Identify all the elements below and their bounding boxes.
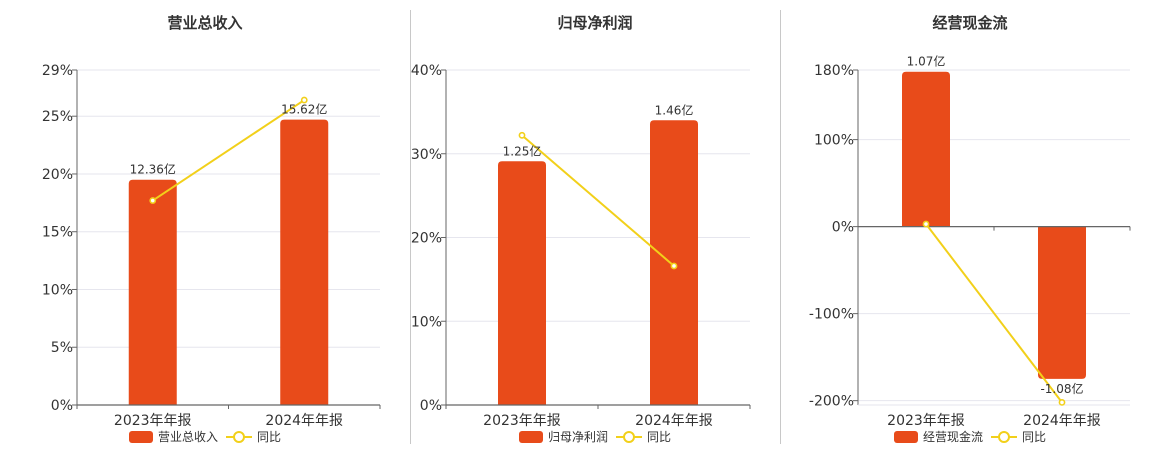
legend-bar-swatch [893,430,918,443]
line-series [152,99,305,202]
legend-bar-swatch [518,430,543,443]
chart-title: 归母净利润 [557,14,633,32]
x-tick-label: 2023年年报 [887,413,965,429]
chart-title: 营业总收入 [167,14,243,32]
line-series [925,223,1063,403]
legend-bar-swatch [128,430,153,443]
chart-svg-net-profit: 0% 10% 20% 30% 40% 2023年年报 2024年年报 1.25亿 1.46亿 [411,63,751,429]
line-point [149,197,157,204]
chart-panel-revenue: 营业总收入 0% 5% 10% 15% 20% 25% 29% 2023年年报 2024年年报 1… [0,0,410,450]
y-tick-label: 20% [42,167,73,183]
bar [280,119,329,405]
legend-item-bar[interactable]: 归母净利润 [518,428,608,445]
y-tick-label: 25% [42,109,73,125]
chart-svg-revenue: 0% 5% 10% 15% 20% 25% 29% 2023年年报 2024年年报 12.36亿 1… [42,63,381,429]
panel-divider [780,10,781,444]
bar-data-label: 1.25亿 [503,143,542,158]
y-tick-label: 40% [411,63,442,79]
bar [902,71,950,227]
line-point [922,220,930,228]
y-tick-label: 30% [411,147,442,163]
y-tick-label: -100% [809,307,854,323]
legend-label: 经营现金流 [922,430,983,444]
line-point [670,262,678,270]
legend-label: 同比 [257,430,282,444]
bar-data-label: 12.36亿 [130,162,176,177]
bar-data-label: 15.62亿 [281,102,327,117]
legend-label: 营业总收入 [157,430,218,444]
legend-item-line[interactable]: 同比 [991,428,1046,445]
y-tick-label: 29% [42,63,73,79]
chart-legend: 归母净利润 同比 [410,428,780,445]
line-point [300,96,308,104]
y-tick-label: 10% [42,282,73,298]
legend-label: 同比 [647,430,672,444]
bar-data-label: -1.08亿 [1040,381,1083,396]
x-tick-label: 2024年年报 [265,413,343,429]
bar-data-label: 1.46亿 [655,102,694,117]
panel-divider [410,10,411,444]
y-tick-label: 0% [51,398,73,414]
legend-item-bar[interactable]: 营业总收入 [128,428,218,445]
chart-legend: 经营现金流 同比 [780,428,1160,445]
x-tick-label: 2024年年报 [635,413,713,429]
bar [128,179,177,405]
y-tick-label: 15% [42,225,73,241]
y-tick-label: 0% [832,220,854,236]
legend-line-swatch [991,430,1017,443]
line-point [518,131,526,139]
x-tick-label: 2023年年报 [114,413,192,429]
y-tick-label: 5% [51,340,73,356]
y-tick-label: 100% [814,133,854,149]
y-tick-label: 10% [411,314,442,330]
legend-label: 同比 [1022,430,1047,444]
legend-line-swatch [616,430,642,443]
legend-line-swatch [226,430,252,443]
y-tick-label: -200% [809,394,854,410]
chart-svg-cash-flow: -200% -100% 0% 100% 180% 2023年年报 2024年年报 1.07亿 -… [809,54,1131,429]
x-tick-label: 2023年年报 [483,413,561,429]
legend-item-bar[interactable]: 经营现金流 [893,428,983,445]
line-point [1058,398,1066,406]
bar [498,161,546,405]
bar [1038,226,1086,379]
y-tick-label: 20% [411,231,442,247]
legend-label: 归母净利润 [547,430,608,444]
y-tick-label: 180% [814,63,854,79]
chart-panel-net-profit: 归母净利润 0% 10% 20% 30% 40% 2023年年报 2024年年报 1.25亿 1… [410,0,780,450]
bar-data-label: 1.07亿 [907,54,946,69]
legend-item-line[interactable]: 同比 [616,428,671,445]
y-tick-label: 0% [420,398,442,414]
chart-panel-cash-flow: 经营现金流 -200% -100% 0% 100% 180% 2023年年报 2024年年报… [780,0,1160,450]
legend-item-line[interactable]: 同比 [226,428,281,445]
line-series [521,134,675,267]
x-tick-label: 2024年年报 [1023,413,1101,429]
chart-title: 经营现金流 [932,14,1008,32]
chart-legend: 营业总收入 同比 [0,428,410,445]
